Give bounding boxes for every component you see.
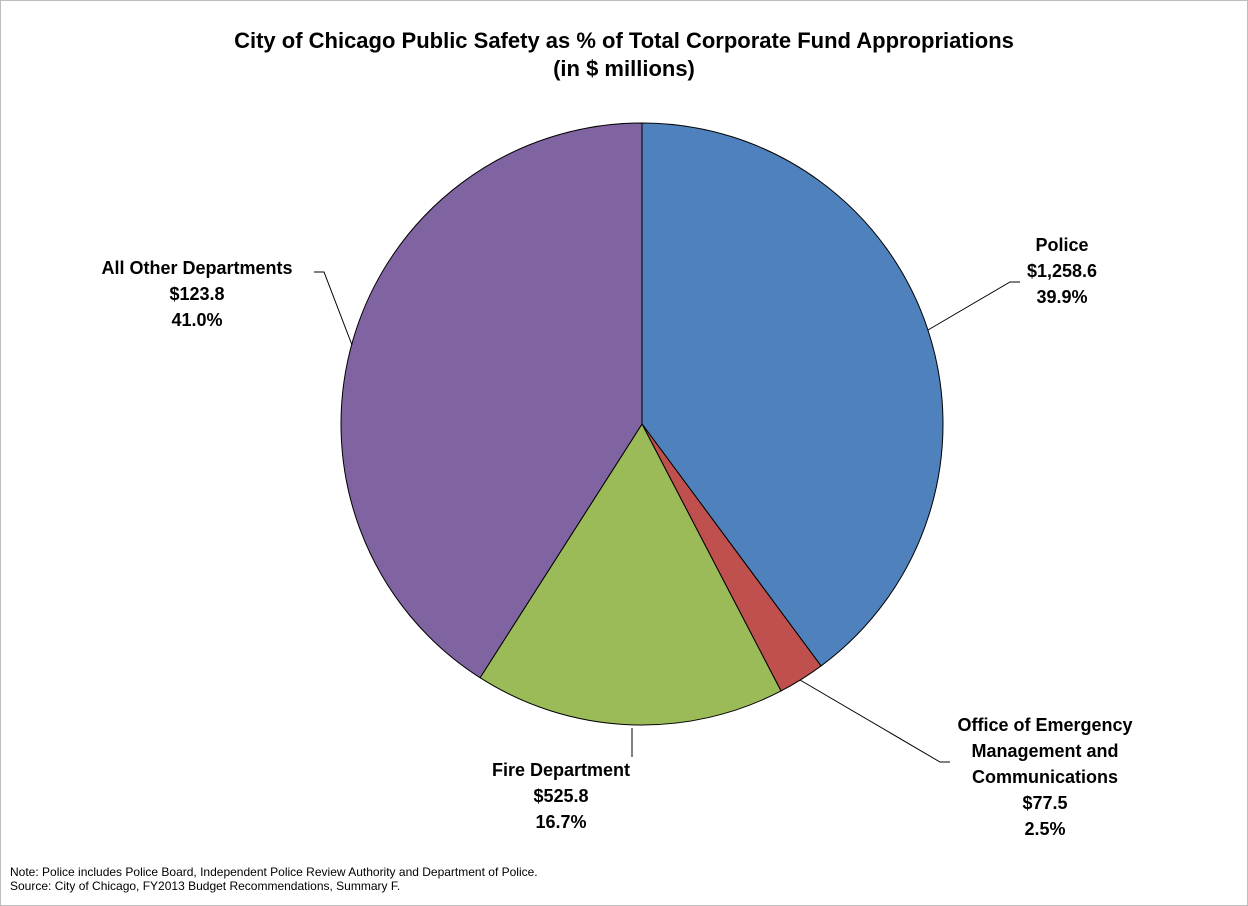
slices — [340, 122, 944, 726]
note: Note: Police includes Police Board, Inde… — [10, 865, 538, 879]
slice-label: Office of Emergency Management and Commu… — [920, 712, 1170, 842]
slice-label: All Other Departments $123.8 41.0% — [67, 255, 327, 333]
value-label: 39.9% — [1036, 287, 1088, 307]
category-name: Fire Department — [491, 760, 631, 780]
amount-label: $525.8 — [533, 786, 589, 806]
leader-line — [799, 679, 950, 763]
leader-line — [927, 281, 1020, 331]
amount-label: $123.8 — [169, 284, 225, 304]
amount-label: $77.5 — [1022, 793, 1068, 813]
pie-slice — [479, 423, 782, 726]
slice-label: Fire Department $525.8 16.7% — [441, 757, 681, 835]
slice-label: Police $1,258.6 39.9% — [962, 232, 1162, 310]
category-name: All Other Departments — [101, 258, 293, 278]
amount-label: $1,258.6 — [1026, 261, 1098, 281]
category-name: Police — [1035, 235, 1089, 255]
leader-line — [314, 271, 353, 346]
leader-lines — [314, 271, 1020, 763]
value-label: 2.5% — [1024, 819, 1066, 839]
pie-slice — [340, 122, 643, 679]
source: Source: City of Chicago, FY2013 Budget R… — [10, 879, 401, 893]
value-label: 41.0% — [171, 310, 223, 330]
chart-subtitle: (in $ millions) — [553, 56, 695, 81]
value-label: 16.7% — [535, 812, 587, 832]
chart-title: City of Chicago Public Safety as % of To… — [234, 28, 1014, 53]
category-name: Office of Emergency Management and Commu… — [957, 715, 1133, 787]
pie-slice — [641, 122, 944, 667]
